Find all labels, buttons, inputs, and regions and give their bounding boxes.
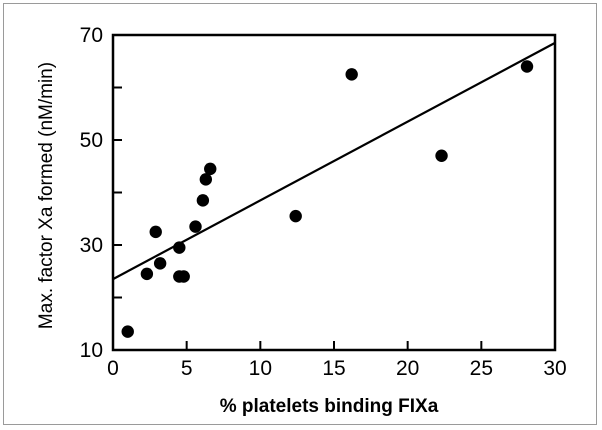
data-point [345, 68, 358, 81]
y-tick-label: 10 [80, 339, 103, 362]
data-point [199, 173, 213, 186]
x-tick-label: 30 [543, 357, 566, 380]
data-point [121, 325, 134, 338]
x-axis-title: % platelets binding FIXa [220, 396, 439, 417]
x-tick-label: 15 [322, 357, 345, 380]
data-point [189, 220, 202, 233]
x-tick-label: 0 [107, 357, 119, 380]
x-tick-label: 10 [249, 357, 272, 380]
data-point [153, 257, 167, 270]
y-tick-label: 50 [80, 129, 103, 152]
x-tick-label: 25 [470, 357, 493, 380]
y-tick-label: 70 [80, 24, 103, 47]
y-axis-title: Max. factor Xa formed (nM/min) [36, 62, 57, 329]
data-point [173, 241, 186, 254]
data-point [204, 162, 217, 176]
data-point [520, 60, 534, 73]
data-point [149, 225, 162, 239]
y-tick-label: 30 [80, 234, 103, 257]
trendline [112, 41, 556, 281]
data-point [140, 267, 154, 281]
data-point [289, 209, 302, 223]
plot-area-border [111, 33, 557, 352]
data-point [177, 270, 190, 283]
x-tick-label: 20 [396, 357, 419, 380]
data-point [196, 194, 210, 207]
x-tick-label: 5 [181, 357, 193, 380]
data-point [435, 149, 448, 162]
